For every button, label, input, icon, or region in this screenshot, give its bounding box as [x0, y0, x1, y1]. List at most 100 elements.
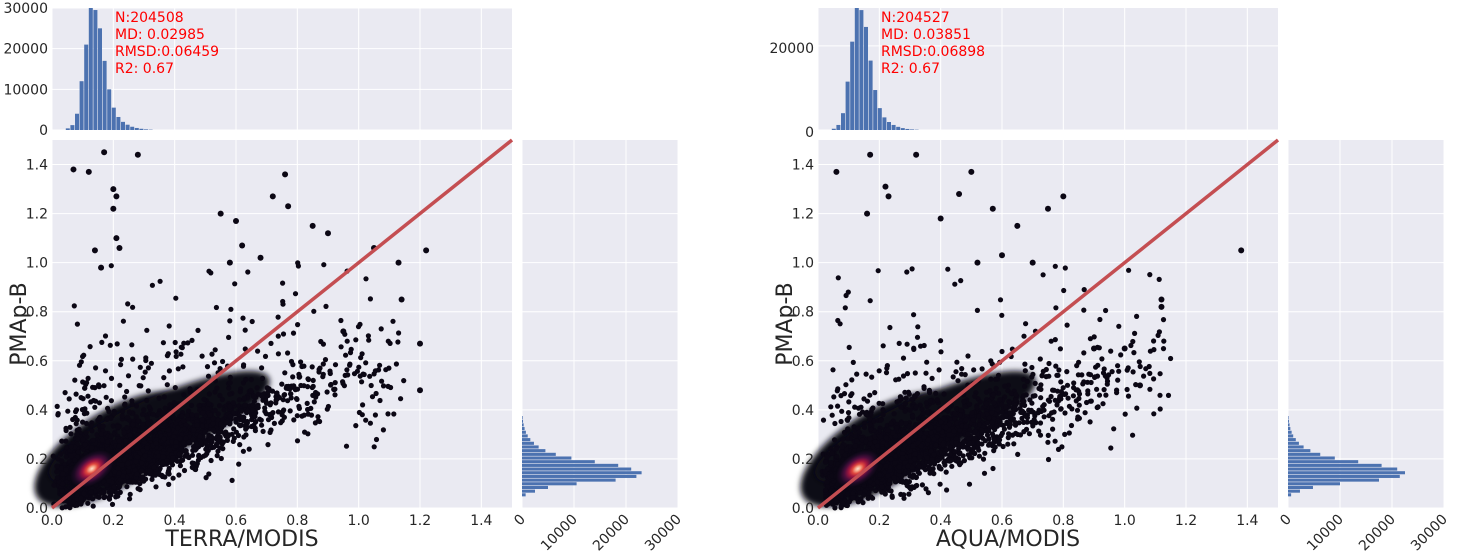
scatter-point	[85, 393, 91, 399]
scatter-point	[80, 436, 86, 443]
scatter-point	[130, 356, 136, 362]
scatter-point	[302, 429, 308, 435]
scatter-point	[114, 341, 120, 347]
scatter-point	[149, 282, 155, 288]
scatter-point	[363, 276, 369, 282]
scatter-point	[208, 270, 214, 276]
scatter-point	[102, 368, 109, 374]
scatter-point	[248, 377, 254, 383]
scatter-point	[259, 393, 265, 399]
y-tick-label: 1.2	[26, 207, 48, 223]
scatter-point	[159, 472, 165, 478]
scatter-point	[161, 394, 167, 400]
scatter-point	[117, 382, 123, 388]
scatter-point	[212, 407, 218, 413]
scatter-point	[219, 396, 225, 403]
scatter-point	[846, 399, 852, 405]
hist-bar	[864, 26, 868, 131]
scatter-point	[253, 418, 259, 425]
scatter-point	[166, 323, 172, 329]
scatter-point	[287, 408, 293, 414]
scatter-point	[285, 350, 291, 356]
scatter-point	[229, 477, 235, 483]
scatter-point	[1070, 393, 1076, 399]
scatter-point	[380, 427, 386, 433]
scatter-point	[66, 396, 72, 402]
scatter-point	[376, 367, 382, 373]
hist-bar	[84, 44, 89, 130]
scatter-point	[121, 456, 127, 463]
scatter-point	[226, 334, 232, 340]
scatter-point	[831, 394, 837, 400]
scatter-point	[210, 421, 216, 427]
scatter-point	[259, 365, 265, 371]
scatter-point	[130, 304, 136, 310]
scatter-point	[257, 416, 263, 422]
scatter-point	[217, 392, 223, 399]
scatter-point	[274, 390, 280, 396]
scatter-point	[89, 445, 95, 451]
y-tick-label: 20000	[3, 42, 48, 58]
scatter-point	[373, 436, 380, 443]
scatter-point	[108, 263, 114, 269]
scatter-point	[310, 383, 316, 389]
scatter-point	[107, 342, 113, 348]
scatter-point	[835, 403, 841, 409]
y-tick-label: 1.0	[26, 256, 48, 272]
scatter-point	[294, 413, 300, 419]
scatter-point	[120, 318, 126, 324]
scatter-point	[354, 368, 360, 374]
scatter-point	[315, 414, 321, 420]
scatter-point	[207, 412, 213, 418]
scatter-point	[324, 389, 330, 395]
scatter-point	[99, 339, 105, 345]
scatter-point	[372, 412, 378, 418]
scatter-point	[137, 364, 143, 370]
hist-bar	[522, 478, 616, 482]
scatter-point	[85, 500, 91, 506]
hist-bar	[75, 113, 79, 130]
hist-bar	[111, 107, 116, 130]
hist-bar	[98, 28, 102, 130]
scatter-point	[192, 447, 198, 453]
scatter-point	[82, 442, 88, 448]
scatter-point	[226, 385, 232, 391]
scatter-point	[357, 373, 363, 379]
scatter-point	[305, 376, 311, 382]
scatter-point	[246, 446, 252, 452]
outlier-point	[91, 247, 98, 254]
outlier-point	[417, 340, 423, 347]
scatter-point	[290, 330, 297, 336]
scatter-point	[178, 446, 185, 452]
outlier-point	[226, 259, 233, 266]
scatter-point	[274, 396, 280, 402]
hist-bar	[522, 438, 531, 442]
scatter-point	[285, 385, 291, 391]
outlier-point	[423, 247, 430, 254]
hist-bar	[522, 493, 526, 497]
scatter-point	[832, 420, 838, 427]
scatter-point	[96, 384, 102, 390]
scatter-point	[867, 392, 873, 398]
scatter-point	[143, 357, 149, 364]
top-hist-background	[52, 8, 512, 130]
scatter-point	[64, 444, 70, 451]
scatter-point	[62, 461, 68, 467]
scatter-point	[1062, 410, 1068, 416]
scatter-point	[148, 360, 154, 366]
scatter-point	[176, 451, 182, 457]
outlier-point	[398, 296, 405, 303]
scatter-point	[320, 341, 326, 347]
scatter-point	[181, 340, 187, 346]
scatter-point	[366, 337, 372, 343]
scatter-point	[146, 404, 152, 410]
scatter-point	[81, 490, 87, 497]
scatter-point	[189, 412, 195, 418]
scatter-point	[295, 260, 301, 266]
scatter-point	[194, 412, 200, 418]
scatter-point	[161, 436, 167, 442]
scatter-point	[99, 437, 105, 443]
